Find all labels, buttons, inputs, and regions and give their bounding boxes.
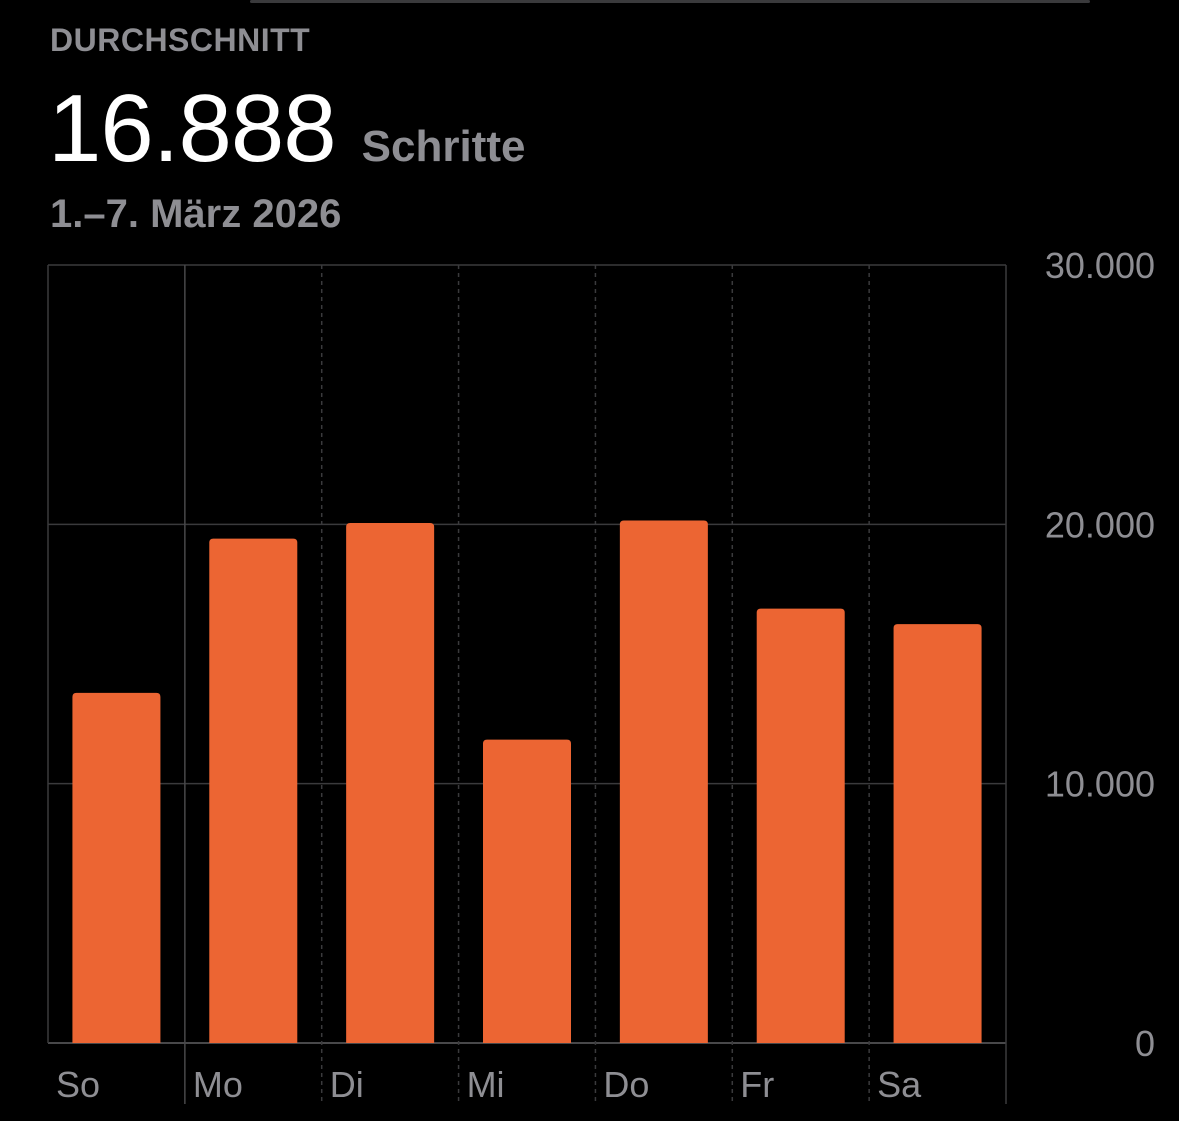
average-value-row: 16.888 Schritte [48,74,525,184]
bar-do[interactable] [619,520,708,1043]
bar-layer [72,520,982,1043]
bar-di[interactable] [346,523,435,1043]
top-divider [250,0,1090,3]
x-tick-label-fr: Fr [740,1064,774,1105]
bar-mo[interactable] [209,538,298,1043]
x-tick-label-do: Do [603,1064,649,1105]
y-tick-label: 10.000 [1045,764,1155,805]
axis-layer: 0 10.000 20.000 30.000 So Mo Di Mi Do Fr Sa [56,245,1155,1105]
average-unit: Schritte [361,122,526,171]
average-label: DURCHSCHNITT [50,22,311,58]
x-tick-label-mo: Mo [193,1064,243,1105]
bar-mi[interactable] [483,739,571,1043]
date-range: 1.–7. März 2026 [50,192,342,236]
x-tick-label-di: Di [330,1064,364,1105]
bar-sa[interactable] [893,624,982,1043]
y-tick-label: 30.000 [1045,245,1155,286]
bar-fr[interactable] [756,608,845,1043]
x-tick-label-mi: Mi [467,1064,505,1105]
y-tick-label: 20.000 [1045,504,1155,545]
bar-so[interactable] [72,692,161,1043]
x-tick-label-sa: Sa [877,1064,922,1105]
y-tick-label: 0 [1135,1023,1155,1064]
x-tick-label-so: So [56,1064,100,1105]
average-value: 16.888 [48,75,337,182]
